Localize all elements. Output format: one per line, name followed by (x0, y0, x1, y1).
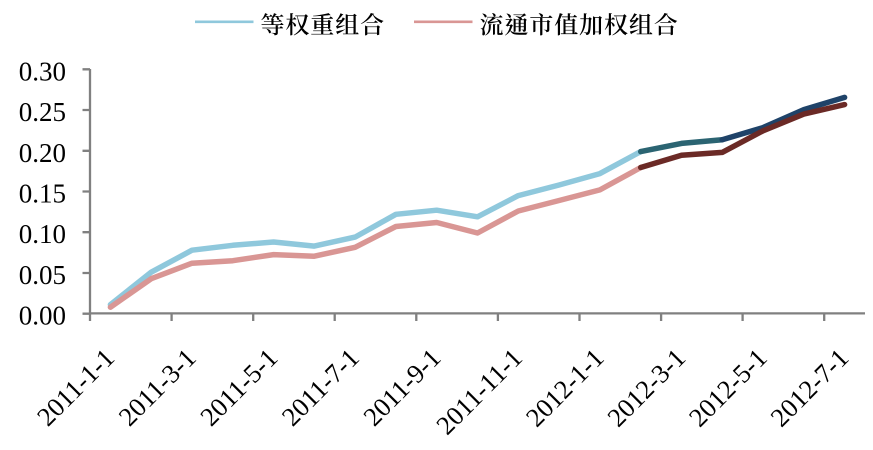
svg-text:0.15: 0.15 (19, 179, 66, 209)
svg-text:0.10: 0.10 (19, 219, 66, 249)
svg-text:0.25: 0.25 (19, 97, 66, 127)
svg-text:0.05: 0.05 (19, 260, 66, 290)
svg-text:0.30: 0.30 (19, 56, 66, 86)
svg-text:0.20: 0.20 (19, 138, 66, 168)
svg-text:0.00: 0.00 (19, 301, 66, 331)
